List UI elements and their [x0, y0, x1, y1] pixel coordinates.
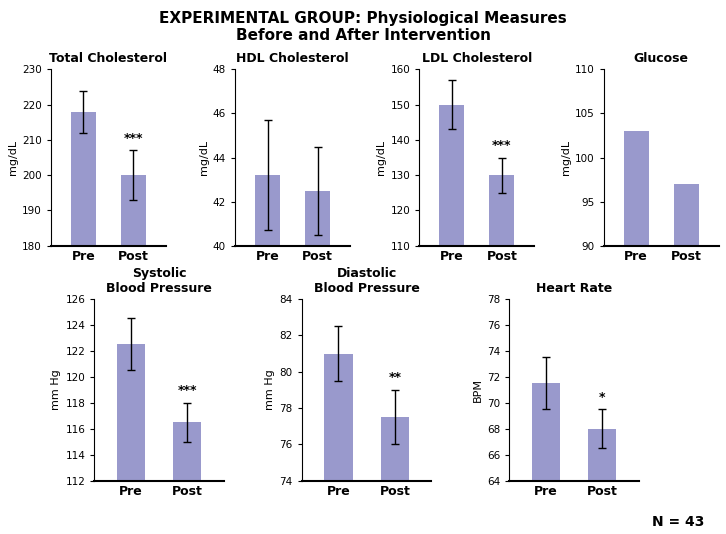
Y-axis label: mm Hg: mm Hg	[266, 370, 275, 410]
Text: ***: ***	[178, 384, 197, 397]
Text: **: **	[388, 371, 401, 384]
Bar	[305, 191, 330, 246]
Bar	[588, 429, 616, 481]
Title: HDL Cholesterol: HDL Cholesterol	[237, 52, 349, 66]
Bar	[674, 184, 698, 246]
Y-axis label: BPM: BPM	[473, 378, 483, 402]
Bar	[531, 383, 560, 481]
Title: Diastolic
Blood Pressure: Diastolic Blood Pressure	[314, 267, 420, 295]
Bar	[325, 354, 353, 481]
Bar	[380, 417, 409, 481]
Title: Glucose: Glucose	[634, 52, 689, 66]
Title: Systolic
Blood Pressure: Systolic Blood Pressure	[106, 267, 212, 295]
Y-axis label: mg/dL: mg/dL	[8, 140, 18, 175]
Title: LDL Cholesterol: LDL Cholesterol	[422, 52, 532, 66]
Y-axis label: mm Hg: mm Hg	[52, 370, 61, 410]
Bar	[439, 105, 465, 246]
Y-axis label: mg/dL: mg/dL	[560, 140, 571, 175]
Text: ***: ***	[123, 132, 143, 145]
Bar	[71, 112, 96, 246]
Bar	[255, 175, 280, 246]
Title: Heart Rate: Heart Rate	[536, 282, 612, 295]
Text: *: *	[599, 391, 605, 404]
Text: ***: ***	[492, 139, 512, 152]
Bar	[121, 175, 146, 246]
Bar	[624, 131, 648, 246]
Bar	[117, 344, 145, 481]
Text: N = 43: N = 43	[652, 515, 704, 529]
Text: EXPERIMENTAL GROUP: Physiological Measures
Before and After Intervention: EXPERIMENTAL GROUP: Physiological Measur…	[159, 11, 567, 43]
Y-axis label: mg/dL: mg/dL	[199, 140, 208, 175]
Title: Total Cholesterol: Total Cholesterol	[49, 52, 168, 66]
Y-axis label: mg/dL: mg/dL	[376, 140, 386, 175]
Bar	[174, 422, 202, 481]
Bar	[489, 175, 515, 246]
